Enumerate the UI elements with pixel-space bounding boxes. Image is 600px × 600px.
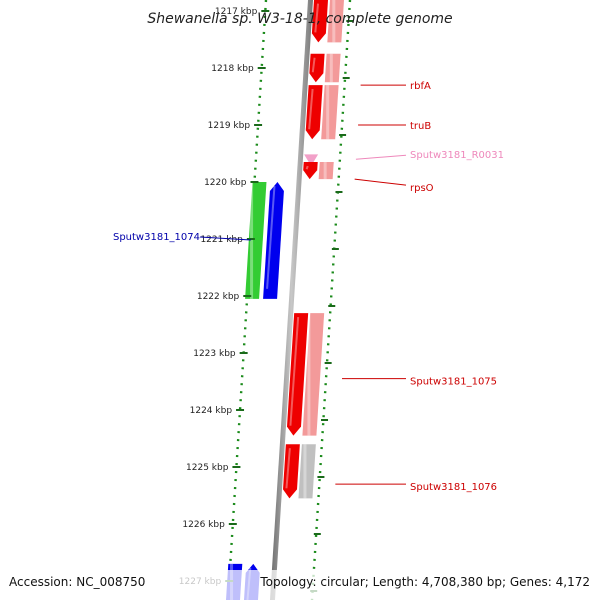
tick-label: 1225 kbp [186,463,229,473]
gene-arrow-shine [285,448,291,489]
rna-feature-marker [304,154,319,167]
gene-label-text: truB [410,121,431,132]
gene-label-text: Sputw3181_1076 [410,482,497,493]
gene-arrow-shine [305,165,309,170]
tick-label: 1226 kbp [182,520,225,530]
tick-label: 1223 kbp [193,349,236,359]
gene-feature [304,154,319,167]
gene-feature [245,182,284,299]
gene-arrow-shine [308,89,314,130]
footer-backdrop [0,570,600,600]
gene-companion-band [324,53,341,83]
gene-companion-highlight [250,182,254,299]
label-leader-line [355,154,407,160]
gene-arrow [309,53,325,83]
gene-arrow-shine [314,3,320,33]
backbone-bar [270,0,313,600]
gene-label-group: rbfA [360,81,431,92]
gene-feature [309,53,341,83]
gene-arrow-shine [289,317,300,426]
gene-label-group: Sputw3181_1076 [335,482,497,493]
tick-label: 1222 kbp [197,292,240,302]
gene-labels: rbfA truB Sputw3181_R0031 rpsO Sputw3181_107… [113,81,504,493]
gene-label-group: rpsO [354,178,434,194]
gene-companion-band [321,85,339,140]
gene-arrow [303,162,318,180]
gene-label-group: Sputw3181_1075 [342,377,497,388]
gene-label-text: rbfA [410,81,431,92]
gene-feature [286,313,325,436]
topology-text: Topology: circular; Length: 4,708,380 bp… [259,575,590,589]
map-title: Shewanella sp. W3-18-1, complete genome [147,11,452,27]
gene-label-group: Sputw3181_1074 [113,232,251,243]
gene-arrow-shine [266,185,276,289]
gene-companion-highlight [303,444,307,499]
tick-label: 1221 kbp [200,235,243,245]
gene-arrow [311,0,328,43]
genome-backbone [270,0,313,600]
gene-companion-band [318,162,334,180]
gene-arrow [263,182,284,299]
label-leader-line [199,236,251,241]
tick-label: 1224 kbp [190,406,233,416]
tick-label: 1220 kbp [204,178,247,188]
label-leader-line [354,178,407,186]
gene-label-text: Sputw3181_1074 [113,232,200,243]
gene-features [226,0,344,600]
gene-companion-highlight [326,85,330,140]
gene-feature [283,444,316,499]
gene-feature [311,0,344,43]
tick-label: 1218 kbp [211,64,254,74]
gene-feature [305,85,339,140]
gene-arrow-shine [311,57,316,73]
accession-text: Accession: NC_008750 [9,575,145,589]
gene-label-text: Sputw3181_R0031 [410,150,504,161]
tick-label: 1217 kbp [215,7,258,17]
gene-companion-highlight [329,53,333,83]
gene-companion-band [245,182,267,299]
position-ticks: 1217 kbp 1218 kbp 1219 kbp 1220 kbp 1221 kbp… [179,7,354,592]
gene-companion-band [327,0,344,43]
gene-companion-highlight [332,0,336,43]
gene-label-group: Sputw3181_R0031 [355,150,504,161]
gene-arrow [283,444,300,499]
gene-companion-band [298,444,316,499]
gene-arrow [305,85,323,140]
tick-label: 1219 kbp [208,121,251,131]
gene-companion-highlight [323,162,327,180]
gene-label-text: Sputw3181_1075 [410,377,497,388]
gene-feature [303,162,334,180]
gene-label-text: rpsO [410,183,434,194]
gene-arrow [286,313,309,436]
gene-companion-band [302,313,325,436]
gene-companion-highlight [307,313,311,436]
gene-label-group: truB [358,121,431,132]
